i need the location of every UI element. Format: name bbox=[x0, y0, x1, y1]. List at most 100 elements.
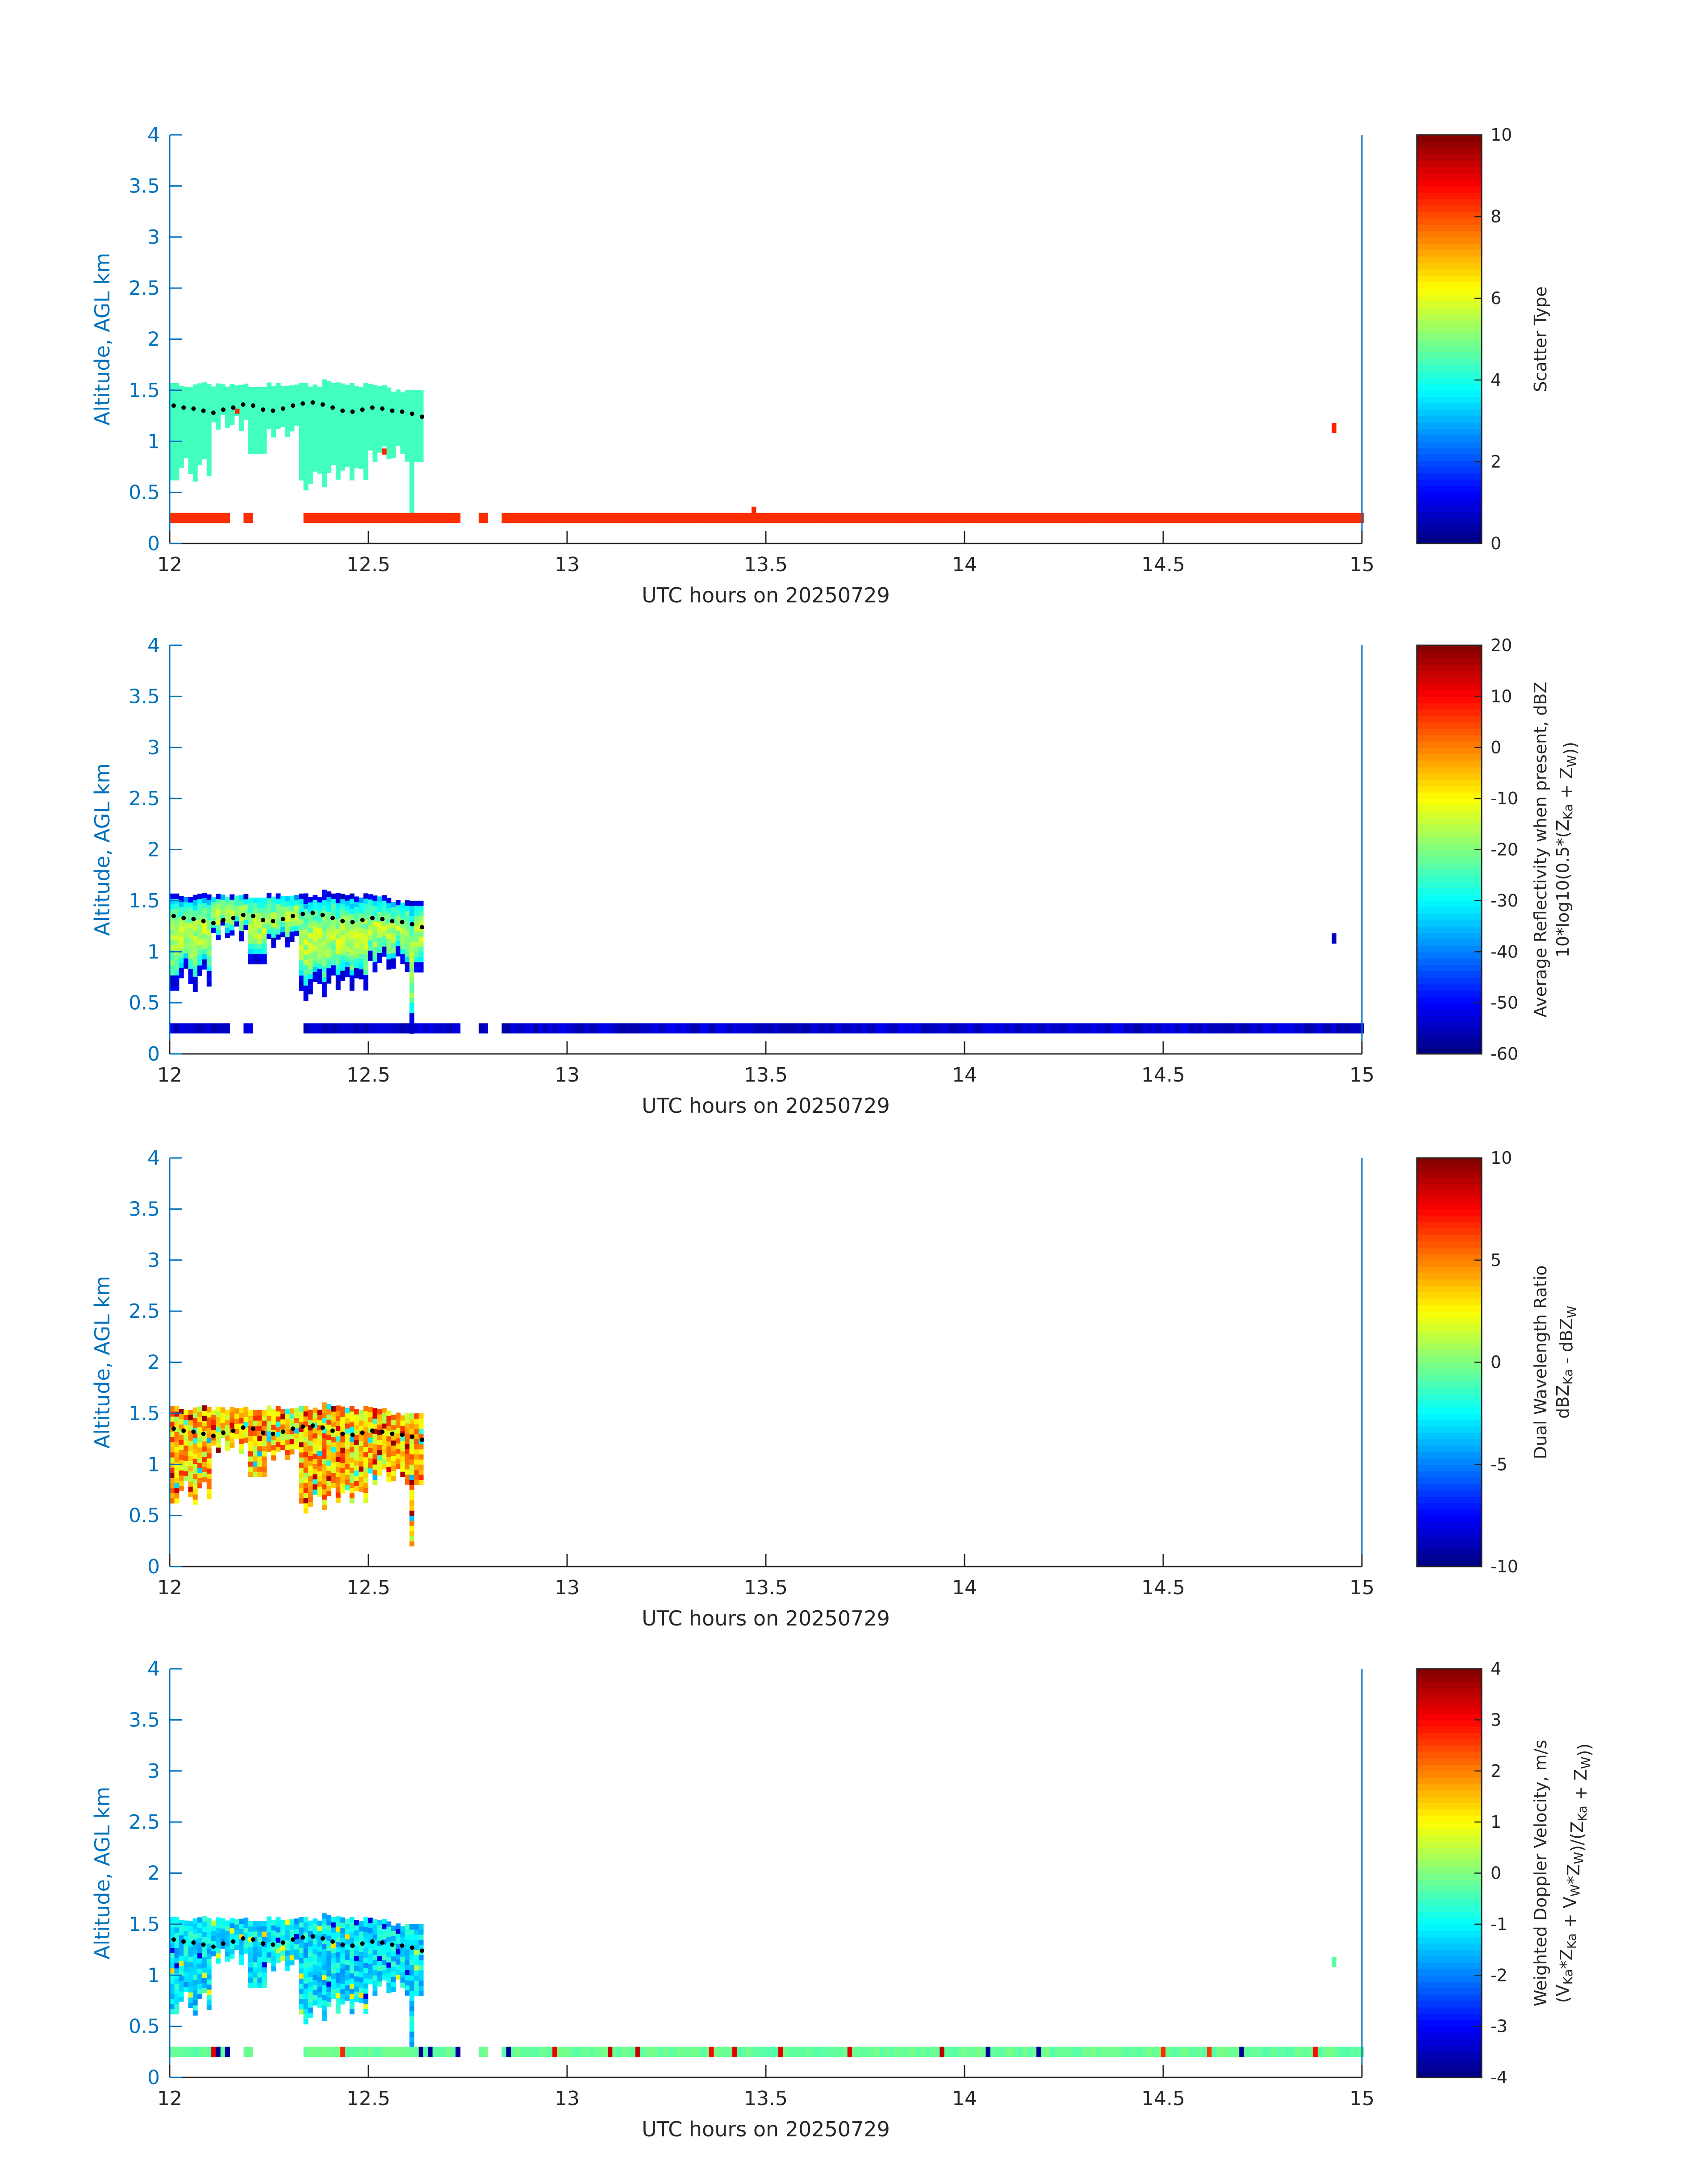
heatmap-cell bbox=[225, 1415, 230, 1421]
heatmap-cell bbox=[192, 435, 198, 441]
heatmap-cell bbox=[170, 444, 175, 450]
heatmap-cell bbox=[280, 1919, 285, 1925]
heatmap-cell bbox=[280, 1925, 285, 1930]
cloud-base-dot bbox=[271, 919, 276, 923]
heatmap-cell bbox=[345, 405, 350, 411]
y-tick-label: 2.5 bbox=[129, 1300, 160, 1323]
heatmap-cell bbox=[202, 898, 207, 903]
heatmap-cell bbox=[349, 2004, 355, 2010]
heatmap-cell bbox=[253, 928, 258, 934]
clutter-cell bbox=[723, 513, 728, 523]
heatmap-cell bbox=[299, 1989, 304, 1994]
clutter-cell bbox=[1253, 513, 1258, 523]
heatmap-cell bbox=[211, 391, 216, 397]
heatmap-cell bbox=[216, 393, 221, 399]
heatmap-cell bbox=[170, 985, 175, 991]
heatmap-cell bbox=[345, 451, 350, 457]
heatmap-cell bbox=[414, 941, 419, 947]
heatmap-cell bbox=[372, 1413, 378, 1419]
heatmap-cell bbox=[349, 955, 355, 960]
heatmap-cell bbox=[349, 898, 355, 904]
heatmap-cell bbox=[206, 465, 212, 471]
heatmap-cell bbox=[414, 1939, 419, 1945]
cloud-base-dot bbox=[251, 403, 255, 408]
heatmap-cell bbox=[363, 1998, 368, 2004]
clutter-cell bbox=[1092, 513, 1097, 523]
heatmap-cell bbox=[349, 1947, 355, 1953]
heatmap-cell bbox=[248, 898, 253, 903]
heatmap-cell bbox=[409, 487, 414, 493]
heatmap-cell bbox=[206, 2005, 212, 2010]
clutter-cell bbox=[1023, 513, 1027, 523]
heatmap-cell bbox=[202, 959, 207, 965]
colorbar-swatch bbox=[1417, 531, 1482, 538]
heatmap-cell bbox=[188, 443, 193, 448]
heatmap-cell bbox=[354, 422, 359, 427]
heatmap-cell bbox=[418, 1433, 424, 1439]
heatmap-cell bbox=[359, 1987, 364, 1993]
heatmap-cell bbox=[248, 1446, 253, 1452]
heatmap-cell bbox=[192, 1474, 198, 1479]
heatmap-cell bbox=[267, 913, 271, 919]
cloud-base-dot bbox=[310, 400, 315, 405]
heatmap-cell bbox=[409, 1939, 414, 1945]
heatmap-cell bbox=[372, 395, 378, 401]
heatmap-cell bbox=[294, 384, 299, 390]
heatmap-cell bbox=[313, 931, 318, 936]
heatmap-cell bbox=[303, 1416, 309, 1422]
heatmap-cell bbox=[359, 1951, 364, 1957]
heatmap-cell bbox=[188, 427, 193, 433]
heatmap-cell bbox=[345, 1428, 350, 1434]
colorbar-swatch bbox=[1417, 1041, 1482, 1048]
cloud-base-dot bbox=[330, 1428, 335, 1433]
heatmap-cell bbox=[285, 396, 290, 401]
heatmap-cell bbox=[230, 1412, 235, 1418]
heatmap-cell bbox=[396, 394, 401, 400]
colorbar-swatch bbox=[1417, 1324, 1482, 1331]
heatmap-cell bbox=[363, 903, 368, 909]
clutter-cell bbox=[1082, 2047, 1088, 2057]
heatmap-cell bbox=[386, 913, 392, 919]
clutter-cell bbox=[428, 1023, 433, 1034]
x-tick-label: 12.5 bbox=[347, 1576, 390, 1599]
heatmap-cell bbox=[303, 929, 309, 935]
heatmap-cell bbox=[317, 458, 322, 464]
heatmap-cell bbox=[299, 429, 304, 435]
heatmap-cell bbox=[267, 1411, 271, 1416]
heatmap-cell bbox=[409, 405, 414, 411]
colorbar-swatch bbox=[1417, 192, 1482, 199]
heatmap-cell bbox=[335, 1492, 341, 1498]
heatmap-cell bbox=[239, 915, 244, 921]
heatmap-cell bbox=[326, 391, 332, 397]
heatmap-cell bbox=[322, 1484, 327, 1490]
cloud-base-dot bbox=[191, 406, 196, 411]
heatmap-cell bbox=[303, 393, 309, 399]
cloud-base-dot bbox=[409, 411, 414, 416]
clutter-cell bbox=[746, 2047, 751, 2057]
heatmap-cell bbox=[303, 1983, 309, 1989]
clutter-cell bbox=[621, 2047, 626, 2057]
clutter-cell bbox=[174, 513, 180, 523]
heatmap-cell bbox=[335, 459, 341, 464]
colorbar-tick-label: -20 bbox=[1491, 840, 1518, 860]
heatmap-cell bbox=[308, 1956, 313, 1962]
clutter-cell bbox=[308, 2047, 313, 2057]
heatmap-cell bbox=[308, 1491, 313, 1497]
clutter-cell bbox=[1295, 2047, 1300, 2057]
heatmap-cell bbox=[202, 1421, 207, 1426]
heatmap-cell bbox=[326, 406, 332, 412]
heatmap-cell bbox=[409, 2036, 414, 2042]
clutter-cell bbox=[1087, 513, 1092, 523]
heatmap-cell bbox=[349, 929, 355, 935]
clutter-cell bbox=[506, 1023, 511, 1034]
heatmap-cell bbox=[340, 894, 346, 899]
heatmap-cell bbox=[418, 1939, 424, 1945]
clutter-cell bbox=[1193, 1023, 1198, 1034]
cloud-base-dot bbox=[271, 1431, 276, 1436]
heatmap-cell bbox=[313, 389, 318, 395]
clutter-cell bbox=[211, 2047, 216, 2057]
clutter-cell bbox=[423, 2047, 428, 2057]
heatmap-cell bbox=[386, 1972, 392, 1978]
y-tick-label: 0.5 bbox=[129, 2015, 160, 2038]
heatmap-cell bbox=[170, 1421, 175, 1427]
